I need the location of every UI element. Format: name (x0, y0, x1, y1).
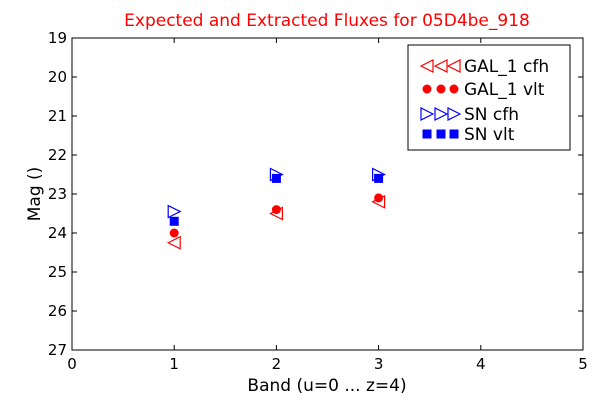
legend-label: GAL_1 vlt (464, 80, 545, 100)
data-point (169, 228, 179, 238)
y-tick-label: 19 (48, 29, 67, 47)
legend-label: SN cfh (464, 105, 519, 125)
data-point (169, 216, 179, 226)
legend-marker (436, 84, 446, 94)
data-point (167, 204, 182, 219)
legend-marker (422, 129, 432, 139)
legend-marker (420, 107, 435, 121)
data-point (374, 193, 384, 203)
data-point (271, 205, 281, 215)
data-point (271, 173, 281, 183)
legend-marker (422, 84, 432, 94)
x-tick-label: 5 (578, 355, 588, 373)
legend-marker (434, 107, 449, 121)
x-tick-label: 2 (272, 355, 282, 373)
legend-label: SN vlt (464, 125, 515, 145)
x-axis-label: Band (u=0 ... z=4) (247, 376, 406, 396)
x-tick-label: 3 (374, 355, 384, 373)
legend-marker (419, 59, 434, 73)
y-tick-label: 22 (48, 146, 67, 164)
legend-box (407, 44, 571, 151)
y-tick-label: 24 (48, 224, 67, 242)
legend-marker (446, 59, 461, 73)
x-tick-label: 0 (67, 355, 77, 373)
x-tick-label: 1 (169, 355, 179, 373)
y-tick-label: 27 (48, 341, 67, 359)
series-sn-vlt (169, 173, 384, 226)
y-tick-label: 20 (48, 68, 67, 86)
y-tick-label: 23 (48, 185, 67, 203)
legend-marker (449, 129, 459, 139)
y-axis-label: Mag () (25, 167, 45, 222)
x-tick-label: 4 (476, 355, 486, 373)
y-tick-label: 26 (48, 302, 67, 320)
legend-marker (436, 129, 446, 139)
chart-title: Expected and Extracted Fluxes for 05D4be… (124, 11, 530, 31)
data-point (166, 235, 181, 250)
legend-marker (449, 84, 459, 94)
legend-marker (447, 107, 462, 121)
data-points (166, 167, 386, 250)
y-tick-label: 25 (48, 263, 67, 281)
series-gal-1-vlt (169, 193, 384, 238)
data-point (374, 173, 384, 183)
legend-label: GAL_1 cfh (464, 57, 549, 77)
y-tick-label: 21 (48, 107, 67, 125)
